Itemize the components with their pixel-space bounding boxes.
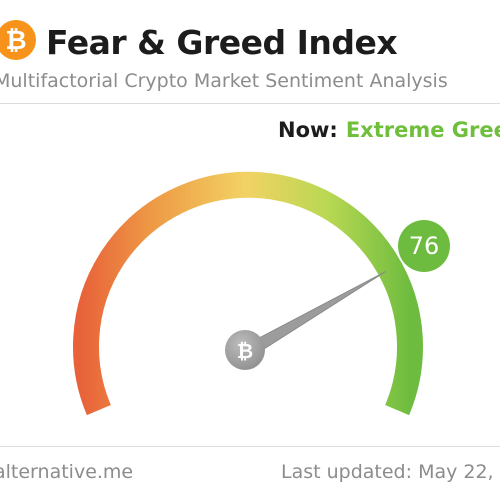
- sentiment-classification: Extreme Greed: [345, 118, 500, 142]
- source-link[interactable]: alternative.me: [0, 461, 134, 483]
- header-divider: [0, 103, 500, 104]
- hub-bitcoin-icon: ₿: [237, 339, 253, 363]
- current-sentiment: Now: Extreme Greed: [278, 113, 500, 147]
- now-label: Now:: [278, 118, 338, 142]
- page-title: Fear & Greed Index: [46, 23, 398, 62]
- bitcoin-logo-icon: ₿: [0, 20, 36, 60]
- svg-text:₿: ₿: [5, 26, 26, 56]
- index-value-badge: 76: [398, 220, 450, 272]
- gauge-needle: [247, 271, 386, 358]
- page-subtitle: Multifactorial Crypto Market Sentiment A…: [0, 70, 448, 92]
- last-updated: Last updated: May 22, 2024: [281, 461, 500, 483]
- gauge-arc: [73, 171, 423, 416]
- gauge-hub: [225, 330, 265, 370]
- footer-divider: [0, 446, 500, 447]
